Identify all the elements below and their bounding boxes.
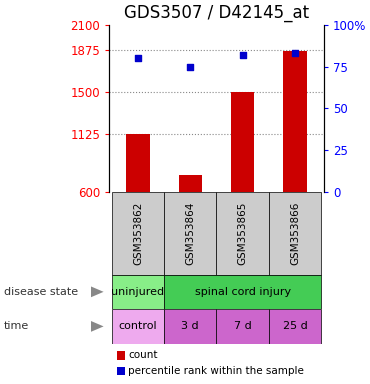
Text: count: count [128,350,158,360]
Text: 7 d: 7 d [234,321,252,331]
Text: GSM353864: GSM353864 [185,202,195,265]
Bar [269,192,321,275]
Polygon shape [91,321,104,332]
Text: percentile rank within the sample: percentile rank within the sample [128,366,304,376]
Bar [231,92,255,192]
Point [240,52,246,58]
Point [292,50,298,56]
Title: GDS3507 / D42145_at: GDS3507 / D42145_at [124,4,309,22]
Bar [216,309,269,344]
Text: disease state: disease state [4,287,78,297]
Bar [178,175,202,192]
Text: spinal cord injury: spinal cord injury [195,287,291,297]
Text: GSM353866: GSM353866 [290,202,300,265]
Bar [164,275,321,309]
Text: time: time [4,321,29,331]
Text: 25 d: 25 d [283,321,307,331]
Polygon shape [91,286,104,297]
Text: GSM353862: GSM353862 [133,202,143,265]
Bar [269,309,321,344]
Bar [126,134,150,192]
Text: GSM353865: GSM353865 [238,202,248,265]
Bar [216,192,269,275]
Bar [283,51,307,192]
Text: control: control [119,321,157,331]
Bar [164,309,216,344]
Text: uninjured: uninjured [111,287,165,297]
Point [187,64,193,70]
Point [135,55,141,61]
Bar [112,192,164,275]
Bar [164,192,216,275]
Bar [112,309,164,344]
Bar [112,275,164,309]
Text: 3 d: 3 d [181,321,199,331]
